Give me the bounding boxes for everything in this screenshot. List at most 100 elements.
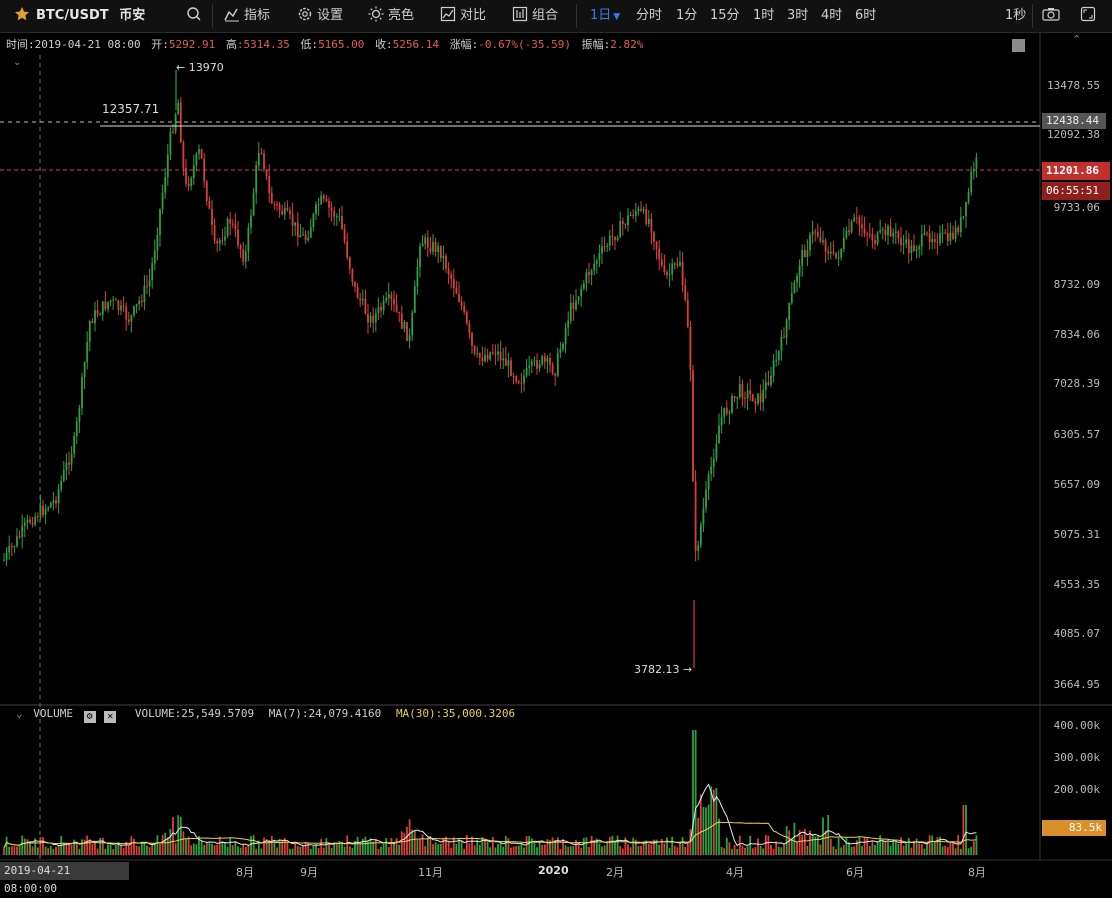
candle-body (237, 229, 239, 246)
volume-bar (458, 838, 460, 855)
candle-body (679, 262, 681, 266)
symbol-selector[interactable]: BTC/USDT 币安 (36, 0, 145, 32)
candle-body (632, 215, 635, 217)
volume-bar (302, 845, 304, 855)
volume-bar (289, 848, 291, 855)
volume-bar (536, 847, 538, 855)
candle-body (634, 211, 637, 216)
volume-bar (718, 818, 720, 855)
interval-15m[interactable]: 15分 (710, 8, 740, 23)
refresh-rate[interactable]: 1秒 (1005, 8, 1027, 23)
volume-bar (900, 837, 902, 855)
collapse-chevron-icon[interactable]: ⌄ (16, 707, 23, 720)
collapse-panel-icon[interactable]: ⌃ (1072, 33, 1082, 46)
price-axis-label: 5657.09 (1053, 478, 1100, 491)
volume-bar (653, 839, 655, 855)
volume-bar (151, 842, 154, 855)
interval-1d[interactable]: 1日 ▼ (590, 8, 621, 23)
indicators-button[interactable]: 指标 (224, 0, 270, 32)
candle-body (270, 193, 273, 204)
gear-icon[interactable]: ⚙ (83, 711, 96, 723)
candle-body (754, 401, 757, 404)
candle-body (764, 382, 767, 390)
fullscreen-icon[interactable] (1080, 0, 1100, 32)
chevron-down-icon[interactable]: ▼ (613, 12, 621, 22)
volume-bar (135, 845, 138, 855)
volume-bar (845, 837, 848, 855)
candle-body (556, 352, 559, 376)
camera-icon[interactable] (1042, 0, 1064, 32)
candle-body (694, 481, 697, 551)
interval-6h[interactable]: 6时 (855, 8, 877, 23)
time-axis-label: 11月 (418, 866, 443, 879)
volume-bar (42, 837, 44, 855)
candle-body (229, 219, 232, 224)
candle-body (369, 315, 372, 323)
interval-3h[interactable]: 3时 (787, 8, 809, 23)
volume-bar (291, 848, 294, 855)
candle-body (135, 304, 138, 307)
close-icon[interactable]: ✕ (104, 711, 117, 723)
candle-body (796, 276, 798, 283)
volume-bar (642, 841, 645, 855)
candle-body (86, 341, 89, 363)
settings-button[interactable]: 设置 (297, 0, 343, 32)
expand-icon[interactable] (1012, 39, 1025, 52)
collapse-chevron-icon[interactable]: ⌄ (13, 57, 22, 68)
favorite-star-icon[interactable] (14, 0, 34, 32)
volume-bar (788, 830, 791, 855)
interval-1m[interactable]: 1分 (676, 8, 698, 23)
compare-button[interactable]: 对比 (440, 0, 486, 32)
candle-body (65, 462, 68, 470)
volume-bar (775, 841, 778, 855)
volume-bar (452, 837, 455, 855)
volume-bar (957, 835, 960, 855)
interval-4h[interactable]: 4时 (821, 8, 843, 23)
candle-body (790, 293, 793, 304)
candle-body (424, 237, 427, 244)
volume-bar (887, 841, 889, 855)
candle-body (252, 192, 255, 216)
volume-bar (265, 838, 268, 855)
volume-bar (328, 844, 330, 855)
candle-body (400, 313, 403, 329)
candle-body (463, 305, 466, 312)
change-value: -0.67%(-35.59) (478, 38, 571, 51)
volume-bar (130, 836, 133, 855)
price-axis-label: 6305.57 (1053, 428, 1100, 441)
volume-bar (257, 840, 260, 855)
volume-bar (369, 838, 372, 855)
volume-bar (837, 837, 840, 855)
volume-bar (382, 843, 385, 855)
candle-body (312, 214, 315, 228)
hline-label: 12357.71 (102, 102, 160, 116)
search-icon[interactable] (186, 0, 206, 32)
candle-body (939, 233, 941, 243)
volume-bar (447, 840, 450, 855)
candle-body (889, 226, 892, 237)
candle-body (959, 217, 962, 233)
volume-bar (673, 845, 676, 855)
combine-button[interactable]: 组合 (512, 0, 558, 32)
volume-bar (720, 846, 723, 855)
candle-body (497, 351, 499, 355)
interval-1h[interactable]: 1时 (753, 8, 775, 23)
volume-bar (894, 842, 897, 855)
candle-body (801, 250, 804, 267)
candle-body (83, 362, 86, 378)
volume-bar (892, 841, 895, 855)
volume-bar (855, 840, 858, 855)
brightness-button[interactable]: 亮色 (368, 0, 414, 32)
candle-body (91, 321, 94, 324)
interval-timeshare[interactable]: 分时 (636, 8, 663, 23)
volume-bar (239, 847, 242, 855)
volume-bar (876, 841, 879, 855)
volume-bar (432, 844, 434, 855)
candle-body (954, 227, 957, 239)
volume-bar (101, 837, 104, 855)
volume-bar (242, 844, 245, 855)
candle-body (614, 236, 616, 241)
volume-bar (450, 847, 453, 855)
candle-body (928, 233, 931, 243)
